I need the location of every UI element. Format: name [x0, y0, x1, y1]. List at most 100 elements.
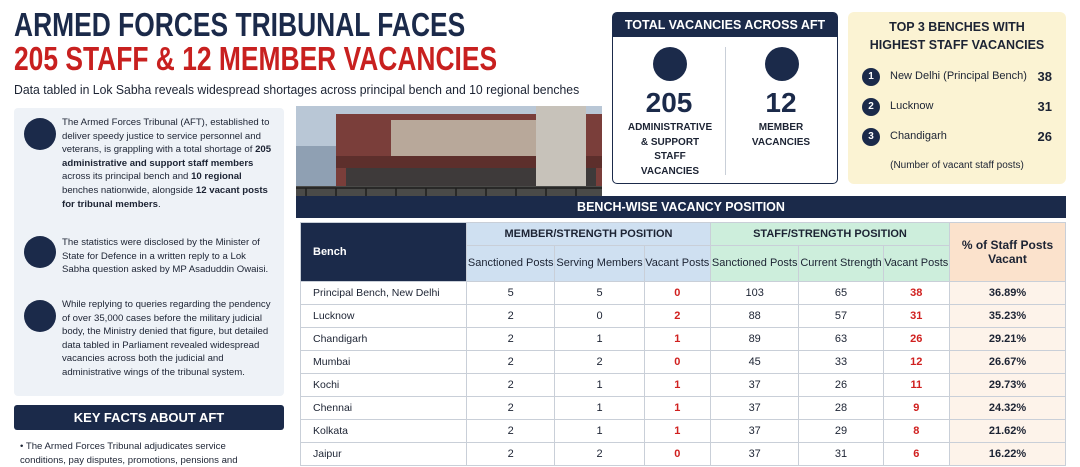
- title: 205 STAFF & 12 MEMBER VACANCIES: [14, 40, 498, 77]
- table-cell: Mumbai: [300, 350, 467, 374]
- title: ARMED FORCES TRIBUNAL FACES: [14, 6, 466, 43]
- table-cell: 38: [882, 281, 951, 305]
- table-cell: 45: [709, 350, 800, 374]
- sub-header: Vacant Posts: [643, 245, 711, 282]
- table-cell: 1: [643, 327, 711, 351]
- table-cell: 88: [709, 304, 800, 328]
- table-cell: 0: [554, 304, 645, 328]
- icon: [765, 47, 799, 81]
- table-cell: 1: [643, 419, 711, 443]
- table-cell: 11: [882, 373, 951, 397]
- text-run: 10 regional: [191, 171, 242, 183]
- table-title: BENCH-WISE VACANCY POSITION: [296, 196, 1066, 218]
- table-cell: 57: [798, 304, 884, 328]
- rank-badge: 2: [862, 98, 880, 116]
- table-cell: 26: [798, 373, 884, 397]
- table-cell: 2: [465, 350, 556, 374]
- table-cell: 35.23%: [949, 304, 1066, 328]
- table-cell: 103: [709, 281, 800, 305]
- table-cell: Kochi: [300, 373, 467, 397]
- table-cell: 37: [709, 396, 800, 420]
- bench-name: Lucknow: [890, 100, 934, 112]
- table-cell: 1: [643, 373, 711, 397]
- rank-badge: 1: [862, 68, 880, 86]
- text-run: 12 vacant posts for tribunal members: [62, 184, 268, 210]
- paragraph: The Armed Forces Tribunal (AFT), establi…: [62, 116, 274, 211]
- text-run: 205 administrative and support staff mem…: [62, 144, 272, 169]
- text-run: While replying to queries regarding the …: [62, 299, 271, 378]
- table-cell: 29.21%: [949, 327, 1066, 351]
- sub-header: Sanctioned Posts: [465, 245, 556, 282]
- table-cell: 2: [554, 350, 645, 374]
- table-row: Lucknow 2 0 2 88 57 31 35.23%: [300, 304, 1066, 328]
- group-header: STAFF/STRENGTH POSITION: [709, 222, 951, 246]
- member-value: 12: [765, 87, 797, 118]
- table-cell: 1: [554, 373, 645, 397]
- table-cell: 1: [554, 327, 645, 351]
- top3-note: (Number of vacant staff posts): [890, 160, 1024, 171]
- sub-header: Sanctioned Posts: [709, 245, 800, 282]
- table-row: Chandigarh 2 1 1 89 63 26 29.21%: [300, 327, 1066, 351]
- table-row: Kolkata 2 1 1 37 29 8 21.62%: [300, 419, 1066, 443]
- table-cell: 2: [465, 396, 556, 420]
- table-cell: 2: [554, 442, 645, 466]
- table-row: Mumbai 2 2 0 45 33 12 26.67%: [300, 350, 1066, 374]
- table-cell: Chandigarh: [300, 327, 467, 351]
- table-row: Principal Bench, New Delhi 5 5 0 103 65 38 36.8…: [300, 281, 1066, 305]
- sub-header: Serving Members: [554, 245, 645, 282]
- sub-header: Vacant Posts: [882, 245, 951, 282]
- table-cell: 12: [882, 350, 951, 374]
- header-cell: Bench: [300, 222, 467, 282]
- table-cell: 2: [465, 304, 556, 328]
- table-cell: 37: [709, 442, 800, 466]
- table-cell: Jaipur: [300, 442, 467, 466]
- total-box: TOTAL VACANCIES ACROSS AFT 205 ADMINISTR…: [612, 12, 838, 184]
- text-run: The statistics were disclosed by the Min…: [62, 237, 269, 276]
- top3-box: TOP 3 BENCHES WITH HIGHEST STAFF VACANCI…: [848, 12, 1066, 184]
- bench-value: 26: [1037, 129, 1052, 144]
- paragraph: The statistics were disclosed by the Min…: [62, 236, 274, 277]
- vacancy-table: Bench MEMBER/STRENGTH POSITION STAFF/STR…: [300, 222, 1066, 466]
- table-cell: 2: [465, 327, 556, 351]
- table-cell: Chennai: [300, 396, 467, 420]
- icon: [24, 300, 56, 332]
- table-row: Jaipur 2 2 0 37 31 6 16.22%: [300, 442, 1066, 466]
- table-cell: 2: [465, 373, 556, 397]
- table-cell: 2: [643, 304, 711, 328]
- table-cell: 0: [643, 442, 711, 466]
- table-cell: 2: [465, 442, 556, 466]
- staff-value: 205: [645, 87, 693, 118]
- icon: [24, 118, 56, 150]
- table-cell: 1: [554, 419, 645, 443]
- table-cell: 1: [643, 396, 711, 420]
- paragraph: While replying to queries regarding the …: [62, 298, 274, 380]
- staff-label: ADMINISTRATIVE & SUPPORT STAFF VACANCIES: [627, 122, 713, 177]
- table-cell: Principal Bench, New Delhi: [300, 281, 467, 305]
- bench-value: 38: [1037, 69, 1052, 84]
- table-cell: Kolkata: [300, 419, 467, 443]
- key-facts-title: KEY FACTS ABOUT AFT: [14, 405, 284, 430]
- rank-badge: 3: [862, 128, 880, 146]
- table-row: Kochi 2 1 1 37 26 11 29.73%: [300, 373, 1066, 397]
- icon: [24, 236, 56, 268]
- table-cell: 65: [798, 281, 884, 305]
- key-fact: • The Armed Forces Tribunal adjudicates …: [20, 441, 238, 466]
- text-run: benches nationwide, alongside: [62, 184, 196, 196]
- text-run: across its principal bench and: [62, 171, 192, 183]
- table-cell: 8: [882, 419, 951, 443]
- bench-name: New Delhi (Principal Bench): [890, 70, 1027, 82]
- subtitle: Data tabled in Lok Sabha reveals widespr…: [14, 82, 580, 97]
- table-cell: 6: [882, 442, 951, 466]
- table-cell: 9: [882, 396, 951, 420]
- bench-name: Chandigarh: [890, 130, 947, 142]
- table-cell: 21.62%: [949, 419, 1066, 443]
- total-title: TOTAL VACANCIES ACROSS AFT: [613, 13, 837, 37]
- summary-panel: The Armed Forces Tribunal (AFT), establi…: [14, 108, 284, 396]
- top3-title: TOP 3 BENCHES WITH HIGHEST STAFF VACANCI…: [869, 20, 1045, 52]
- table-cell: 31: [882, 304, 951, 328]
- table-cell: 28: [798, 396, 884, 420]
- table-cell: 2: [465, 419, 556, 443]
- sub-header: Current Strength: [798, 245, 884, 282]
- table-cell: 0: [643, 350, 711, 374]
